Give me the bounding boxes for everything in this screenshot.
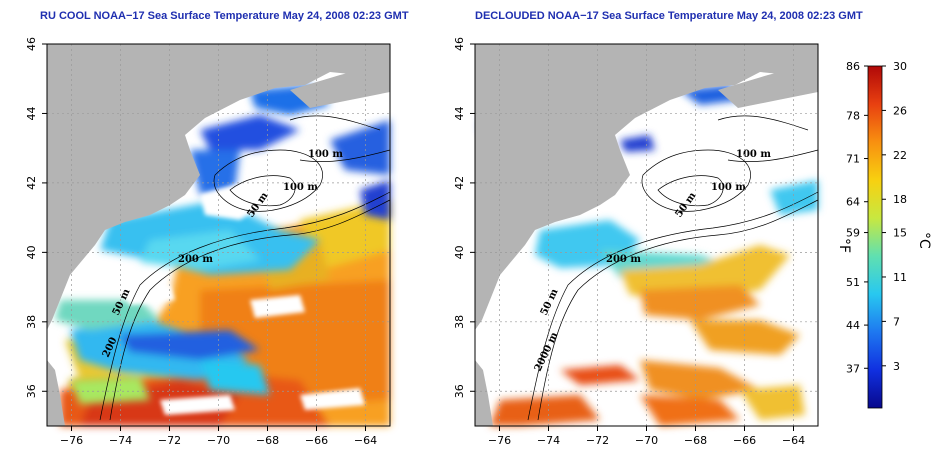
right-map-title: DECLOUDED NOAA−17 Sea Surface Temperatur… <box>475 10 863 22</box>
temperature-colorbar: 30 26 22 18 15 11 7 3 86 78 71 64 59 51 44 37 °F °C <box>836 60 932 409</box>
left-land-north <box>47 44 390 330</box>
colorbar-ticks: 30 26 22 18 15 11 7 3 86 78 71 64 59 51 44 37 <box>846 60 907 375</box>
right-lon-tick-label: −72 <box>586 434 609 447</box>
fahrenheit-tick-label: 64 <box>846 196 860 209</box>
celsius-unit-label: °C <box>916 232 932 249</box>
celsius-tick-label: 15 <box>893 227 907 240</box>
celsius-tick-label: 30 <box>893 60 907 73</box>
fahrenheit-tick-label: 59 <box>846 227 860 240</box>
left-contour-label-100m-b: 100 m <box>283 182 318 193</box>
right-lat-tick-label: 46 <box>453 37 466 51</box>
right-lat-tick-label: 36 <box>453 384 466 398</box>
fahrenheit-tick-label: 51 <box>846 276 860 289</box>
celsius-tick-label: 26 <box>893 104 907 117</box>
left-contour-label-200m: 200 m <box>178 254 213 265</box>
right-contour-label-200m: 200 m <box>606 254 641 265</box>
left-lat-tick-label: 46 <box>25 37 38 51</box>
left-lon-tick-label: −74 <box>109 434 132 447</box>
left-axis-ticks: −76 −74 −72 −70 −68 −66 −64 36 38 40 42 44 46 <box>25 37 377 447</box>
fahrenheit-tick-label: 78 <box>846 109 860 122</box>
celsius-tick-label: 3 <box>893 360 900 373</box>
fahrenheit-tick-label: 37 <box>846 362 860 375</box>
right-lon-tick-label: −74 <box>537 434 560 447</box>
right-sst-map: 100 m 100 m 50 m 200 m 50 m 2000 m −76 −7… <box>453 37 819 447</box>
left-sst-map: 100 m 100 m 50 m 200 m 50 m 200 −76 −74 −7… <box>25 37 391 447</box>
left-map-title: RU COOL NOAA−17 Sea Surface Temperature … <box>40 10 409 22</box>
right-lon-tick-label: −70 <box>635 434 658 447</box>
right-lat-tick-label: 38 <box>453 315 466 329</box>
celsius-tick-label: 22 <box>893 149 907 162</box>
right-land-south <box>475 360 493 426</box>
left-nova-scotia <box>290 62 390 108</box>
fahrenheit-unit-label: °F <box>836 238 852 253</box>
right-lat-tick-label: 44 <box>453 106 466 120</box>
right-contour-label-100m-a: 100 m <box>736 149 771 160</box>
left-lat-tick-label: 40 <box>25 245 38 259</box>
left-lat-tick-label: 44 <box>25 106 38 120</box>
right-lat-tick-label: 42 <box>453 176 466 190</box>
left-lat-tick-label: 36 <box>25 384 38 398</box>
right-lon-tick-label: −76 <box>488 434 511 447</box>
celsius-tick-label: 11 <box>893 271 907 284</box>
right-lon-tick-label: −64 <box>782 434 805 447</box>
right-lon-tick-label: −68 <box>684 434 707 447</box>
right-contour-label-100m-b: 100 m <box>711 182 746 193</box>
right-land-north <box>475 44 818 330</box>
right-nova-scotia <box>718 62 818 108</box>
left-lon-tick-label: −70 <box>207 434 230 447</box>
right-lat-tick-label: 40 <box>453 245 466 259</box>
fahrenheit-tick-label: 44 <box>846 319 860 332</box>
right-lon-tick-label: −66 <box>733 434 756 447</box>
left-lat-tick-label: 38 <box>25 315 38 329</box>
celsius-tick-label: 18 <box>893 193 907 206</box>
colorbar-scale <box>867 65 883 409</box>
left-lat-tick-label: 42 <box>25 176 38 190</box>
left-lon-tick-label: −76 <box>60 434 83 447</box>
left-lon-tick-label: −72 <box>158 434 181 447</box>
celsius-tick-label: 7 <box>893 315 900 328</box>
fahrenheit-tick-label: 71 <box>846 153 860 166</box>
right-axis-ticks: −76 −74 −72 −70 −68 −66 −64 36 38 40 42 44 46 <box>453 37 805 447</box>
fahrenheit-tick-label: 86 <box>846 60 860 73</box>
left-lon-tick-label: −64 <box>354 434 377 447</box>
left-contour-label-100m-a: 100 m <box>308 149 343 160</box>
left-lon-tick-label: −66 <box>305 434 328 447</box>
left-land-south <box>47 360 65 426</box>
left-lon-tick-label: −68 <box>256 434 279 447</box>
